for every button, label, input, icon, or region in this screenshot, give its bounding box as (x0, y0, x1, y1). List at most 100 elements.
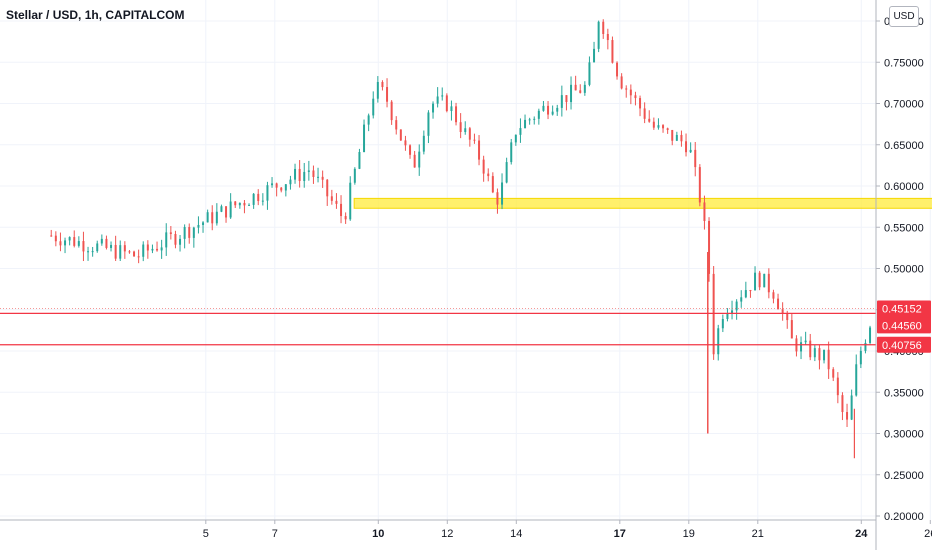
candle-body (280, 187, 283, 191)
candle-body (211, 212, 214, 224)
price-label-box (877, 317, 931, 334)
candle-body (459, 122, 462, 133)
price-label-text: 0.45152 (882, 303, 922, 315)
price-tick-label: 0.55000 (884, 222, 924, 234)
candle-body (708, 220, 711, 274)
price-tick-label: 0.30000 (884, 429, 924, 441)
candle-body (82, 241, 85, 252)
candle-body (64, 240, 67, 246)
candle-body (735, 301, 738, 311)
candle-body (818, 348, 821, 361)
candle-body (137, 256, 140, 258)
candle-body (597, 21, 600, 49)
candle-body (496, 192, 499, 205)
candle-body (809, 340, 812, 358)
candle-body (501, 182, 504, 205)
candle-body (68, 237, 71, 241)
candle-body (786, 313, 789, 321)
candle-body (754, 272, 757, 291)
candle-body (864, 342, 867, 351)
price-tick-label: 0.65000 (884, 140, 924, 152)
candle-body (261, 200, 264, 202)
candle-body (473, 139, 476, 141)
candle-body (275, 183, 278, 188)
support-zone-layer (353, 197, 932, 209)
candle-body (432, 103, 435, 113)
candle-body (781, 309, 784, 314)
candle-body (372, 98, 375, 116)
candle-body (579, 90, 582, 93)
candle-body (698, 167, 701, 203)
candle-body (353, 168, 356, 183)
candle-body (248, 204, 251, 206)
candle-body (123, 245, 126, 252)
candle-body (344, 216, 347, 220)
candle-body (114, 244, 117, 259)
candle-body (294, 168, 297, 180)
candle-body (510, 142, 513, 163)
candle-body (317, 176, 320, 178)
candle-body (376, 81, 379, 99)
candle-body (54, 235, 57, 242)
candle-body (404, 140, 407, 146)
candle-body (537, 110, 540, 119)
price-tick-label: 0.50000 (884, 264, 924, 276)
candle-body (666, 128, 669, 130)
support-zone-rect[interactable] (353, 197, 932, 209)
candle-body (409, 145, 412, 155)
candle-body (694, 149, 697, 168)
candle-body (689, 149, 692, 153)
candle-body (832, 369, 835, 378)
candle-body (570, 84, 573, 103)
candle-body (859, 350, 862, 365)
candle-body (514, 134, 517, 143)
candle-body (133, 251, 136, 257)
candle-body (312, 170, 315, 177)
candle-body (307, 170, 310, 172)
candle-body (326, 179, 329, 197)
candle-body (183, 227, 186, 239)
candle-body (335, 200, 338, 204)
candle-body (243, 202, 246, 206)
candle-body (96, 243, 99, 252)
candle-body (390, 101, 393, 121)
candle-body (542, 105, 545, 111)
price-tick-label: 0.35000 (884, 387, 924, 399)
candle-body (146, 244, 149, 251)
candle-body (841, 395, 844, 413)
candle-body (303, 171, 306, 182)
candle-body (289, 179, 292, 185)
candle-body (386, 87, 389, 102)
candle-body (758, 272, 761, 288)
candle-body (445, 95, 448, 112)
currency-button[interactable]: USD (889, 6, 919, 27)
candle-body (606, 33, 609, 41)
candle-body (800, 342, 803, 352)
candle-body (422, 135, 425, 152)
candle-body (179, 238, 182, 245)
time-tick-label: 7 (272, 528, 278, 540)
candle-body (685, 141, 688, 153)
candle-body (229, 201, 232, 218)
time-tick-label: 12 (441, 528, 453, 540)
price-axis[interactable]: 0.200000.250000.300000.350000.400000.450… (876, 16, 924, 523)
time-axis[interactable]: 5710121417192124262830 (203, 520, 932, 540)
candle-body (399, 129, 402, 141)
candle-body (321, 176, 324, 180)
candle-body (583, 84, 586, 93)
candle-body (740, 297, 743, 302)
price-label-text: 0.44560 (882, 320, 922, 332)
time-tick-label: 26 (924, 528, 932, 540)
candle-body (340, 203, 343, 217)
candle-body (533, 118, 536, 120)
candle-body (744, 290, 747, 298)
candle-body (680, 134, 683, 142)
candle-body (712, 273, 715, 355)
candle-body (330, 196, 333, 201)
price-tick-label: 0.20000 (884, 511, 924, 523)
price-tick-label: 0.25000 (884, 470, 924, 482)
candle-body (128, 251, 131, 253)
time-tick-label: 17 (614, 528, 626, 540)
candle-body (468, 128, 471, 140)
